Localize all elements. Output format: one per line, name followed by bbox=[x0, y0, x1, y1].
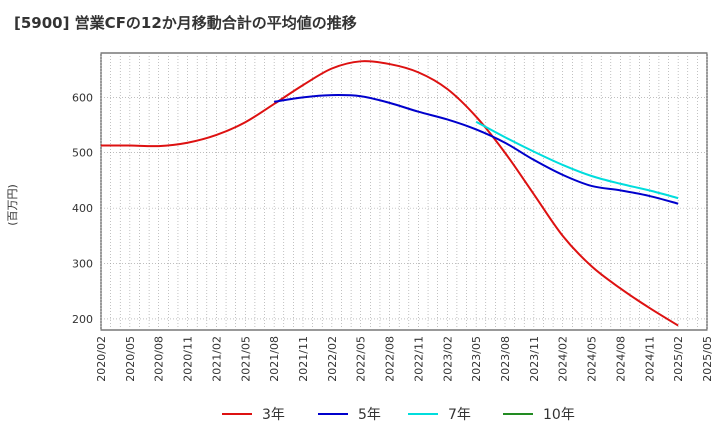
x-tick-label: 2021/11 bbox=[297, 336, 310, 382]
y-tick-label: 300 bbox=[72, 258, 93, 271]
x-tick-label: 2023/02 bbox=[441, 336, 454, 382]
x-tick-label: 2021/08 bbox=[268, 336, 281, 382]
x-tick-label: 2020/02 bbox=[95, 336, 108, 382]
legend-label: 10年 bbox=[543, 407, 575, 423]
legend: 3年 5年 7年 10年 bbox=[222, 407, 575, 423]
grid-layer bbox=[100, 53, 708, 330]
x-tick-label: 2020/05 bbox=[124, 336, 137, 382]
x-tick-label: 2023/11 bbox=[528, 336, 541, 382]
series-line-3年 bbox=[100, 60, 679, 327]
y-tick-labels: 200 300 400 500 600 bbox=[72, 91, 93, 326]
x-tick-label: 2022/11 bbox=[412, 336, 425, 382]
x-tick-label: 2024/05 bbox=[586, 336, 599, 382]
y-tick-label: 400 bbox=[72, 202, 93, 215]
x-tick-label: 2024/02 bbox=[557, 336, 570, 382]
y-tick-label: 600 bbox=[72, 91, 93, 104]
legend-label: 7年 bbox=[448, 407, 471, 423]
x-tick-label: 2024/11 bbox=[643, 336, 656, 382]
y-axis-label: (百万円) bbox=[6, 184, 19, 226]
y-tick-label: 500 bbox=[72, 147, 93, 160]
plot-area bbox=[100, 52, 708, 331]
legend-label: 3年 bbox=[262, 407, 285, 423]
x-tick-label: 2024/08 bbox=[614, 336, 627, 382]
series-layer bbox=[100, 60, 679, 327]
x-tick-label: 2022/05 bbox=[355, 336, 368, 382]
x-tick-label: 2020/08 bbox=[153, 336, 166, 382]
series-line-5年 bbox=[273, 94, 679, 205]
x-tick-label: 2023/05 bbox=[470, 336, 483, 382]
x-tick-label: 2023/08 bbox=[499, 336, 512, 382]
legend-label: 5年 bbox=[358, 407, 381, 423]
x-tick-label: 2020/11 bbox=[182, 336, 195, 382]
y-tick-label: 200 bbox=[72, 313, 93, 326]
chart-title: [5900] 営業CFの12か月移動合計の平均値の推移 bbox=[14, 14, 357, 32]
x-tick-label: 2022/02 bbox=[326, 336, 339, 382]
x-tick-labels: 2020/02 2020/05 2020/08 2020/11 2021/02 2021/… bbox=[95, 336, 714, 382]
series-line-7年 bbox=[475, 120, 679, 200]
x-tick-label: 2022/08 bbox=[384, 336, 397, 382]
x-tick-label: 2021/02 bbox=[210, 336, 223, 382]
x-tick-label: 2021/05 bbox=[239, 336, 252, 382]
x-tick-label: 2025/05 bbox=[701, 336, 714, 382]
x-tick-label: 2025/02 bbox=[672, 336, 685, 382]
